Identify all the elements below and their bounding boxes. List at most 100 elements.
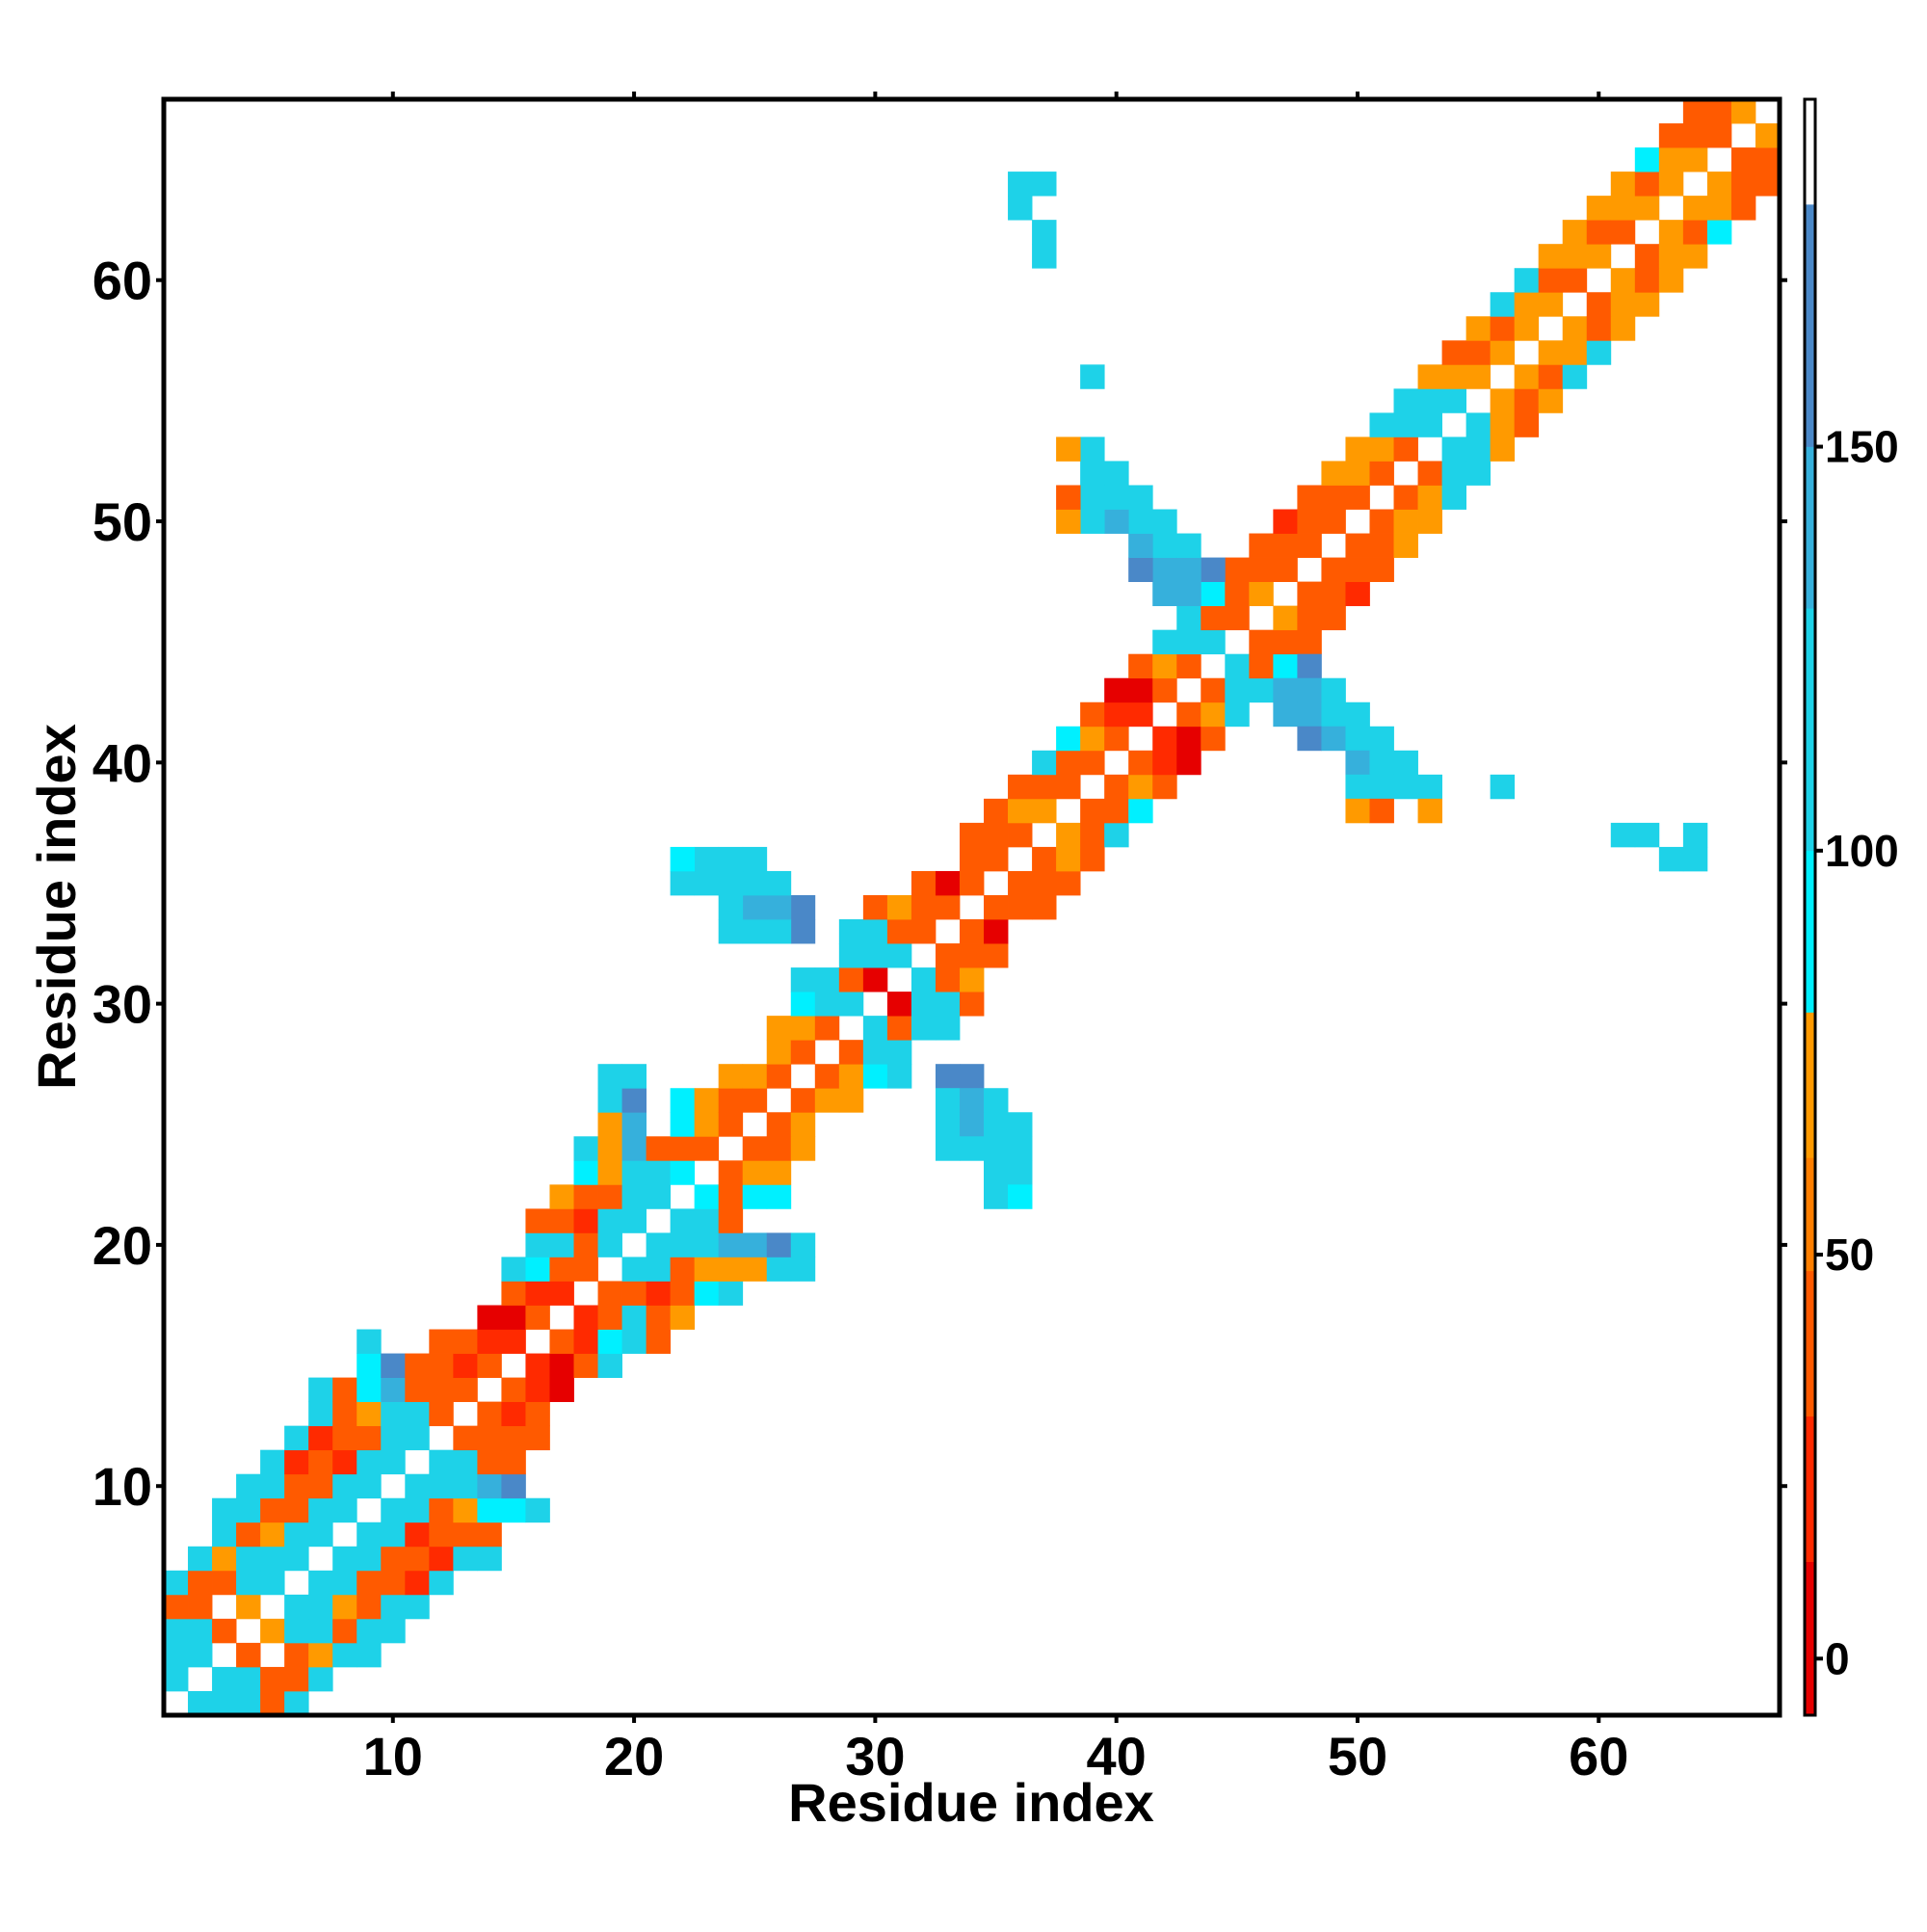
heatmap-cell xyxy=(405,1594,430,1620)
heatmap-cell xyxy=(694,1281,720,1306)
heatmap-cell xyxy=(838,943,864,968)
heatmap-cell xyxy=(1393,485,1418,510)
heatmap-cell xyxy=(742,1160,768,1185)
heatmap-cell xyxy=(1273,677,1298,703)
heatmap-cell xyxy=(260,1690,285,1716)
heatmap-cell xyxy=(621,1305,647,1330)
heatmap-cell xyxy=(814,1016,840,1041)
heatmap-cell xyxy=(862,1016,888,1041)
heatmap-cell xyxy=(1321,581,1346,607)
heatmap-cell xyxy=(1610,268,1636,293)
heatmap-cell xyxy=(525,1281,550,1306)
heatmap-cell xyxy=(1345,557,1370,582)
heatmap-cell xyxy=(356,1377,382,1403)
heatmap-cell xyxy=(1249,557,1274,582)
heatmap-cell xyxy=(959,943,985,968)
heatmap-cell xyxy=(260,1522,285,1548)
heatmap-cell xyxy=(1080,822,1105,848)
y-axis-title: Residue index xyxy=(26,724,87,1090)
heatmap-cell xyxy=(1297,629,1322,655)
heatmap-cell xyxy=(381,1377,406,1403)
heatmap-cell xyxy=(1755,172,1781,197)
heatmap-cell xyxy=(766,919,792,944)
heatmap-cell xyxy=(790,1232,816,1257)
heatmap-cell xyxy=(1128,750,1153,776)
heatmap-cell xyxy=(1056,774,1081,800)
heatmap-cell xyxy=(525,1353,550,1378)
heatmap-cell xyxy=(1490,316,1516,341)
heatmap-cell xyxy=(284,1522,309,1548)
heatmap-cell xyxy=(1297,485,1322,510)
heatmap-cell xyxy=(1393,750,1418,776)
heatmap-cell xyxy=(1417,485,1442,510)
heatmap-cell xyxy=(935,1016,961,1041)
heatmap-cell xyxy=(1104,461,1129,486)
heatmap-cell xyxy=(405,1497,430,1523)
heatmap-cell xyxy=(453,1425,478,1451)
heatmap-cell xyxy=(1393,774,1418,800)
heatmap-cell xyxy=(597,1281,622,1306)
heatmap-cell xyxy=(646,1136,672,1161)
heatmap-cell xyxy=(1297,677,1322,703)
heatmap-cell xyxy=(1610,172,1636,197)
y-tick-label: 20 xyxy=(92,1215,152,1276)
heatmap-cell xyxy=(670,1208,696,1233)
heatmap-cell xyxy=(1104,701,1129,728)
heatmap-cell xyxy=(742,1257,768,1282)
heatmap-cell xyxy=(1465,316,1491,341)
heatmap-cell xyxy=(1104,774,1129,800)
heatmap-cell xyxy=(429,1570,454,1596)
heatmap-cell xyxy=(573,1329,598,1354)
heatmap-cell xyxy=(477,1353,502,1378)
heatmap-cell xyxy=(670,1088,696,1113)
heatmap-cell xyxy=(984,1088,1009,1113)
heatmap-cell xyxy=(621,1257,647,1282)
heatmap-cell xyxy=(1514,268,1540,293)
heatmap-cell xyxy=(236,1522,261,1548)
heatmap-cell xyxy=(1152,557,1177,582)
heatmap-cell xyxy=(1273,533,1298,558)
heatmap-cell xyxy=(911,1016,937,1041)
heatmap-cell xyxy=(501,1257,526,1282)
heatmap-cell xyxy=(549,1353,574,1378)
heatmap-cell xyxy=(1008,1160,1033,1185)
heatmap-cell xyxy=(646,1257,672,1282)
heatmap-cell xyxy=(814,1064,840,1089)
heatmap-cell xyxy=(1080,798,1105,824)
heatmap-cell xyxy=(1152,726,1177,752)
heatmap-cell xyxy=(236,1642,261,1668)
heatmap-cell xyxy=(356,1329,382,1354)
heatmap-cell xyxy=(525,1401,550,1427)
heatmap-cell xyxy=(838,1088,864,1113)
heatmap-cell xyxy=(1080,485,1105,510)
heatmap-cell xyxy=(549,1281,574,1306)
heatmap-cell xyxy=(501,1281,526,1306)
heatmap-cell xyxy=(381,1425,406,1451)
heatmap-cell xyxy=(453,1473,478,1499)
heatmap-cell xyxy=(838,1064,864,1089)
heatmap-cell xyxy=(1152,581,1177,607)
heatmap-cell xyxy=(429,1473,454,1499)
heatmap-cell xyxy=(1465,340,1491,365)
heatmap-cell xyxy=(1634,147,1660,172)
heatmap-cell xyxy=(308,1642,333,1668)
heatmap-cell xyxy=(1755,123,1781,148)
colorbar-band xyxy=(1805,99,1815,205)
heatmap-cell xyxy=(1104,822,1129,848)
heatmap-cell xyxy=(1056,846,1081,872)
heatmap-cell xyxy=(984,1160,1009,1185)
heatmap-cell xyxy=(718,1112,744,1137)
heatmap-cell xyxy=(284,1618,309,1644)
heatmap-cell xyxy=(1465,412,1491,437)
heatmap-cell xyxy=(356,1546,382,1572)
heatmap-cell xyxy=(405,1546,430,1572)
heatmap-cell xyxy=(332,1546,357,1572)
colorbar-tick-label: 0 xyxy=(1825,1633,1850,1683)
heatmap-cell xyxy=(766,1257,792,1282)
heatmap-cell xyxy=(1249,653,1274,679)
heatmap-cell xyxy=(1634,822,1660,848)
x-tick-label: 20 xyxy=(604,1726,664,1786)
heatmap-cell xyxy=(501,1401,526,1427)
heatmap-cell xyxy=(597,1112,622,1137)
